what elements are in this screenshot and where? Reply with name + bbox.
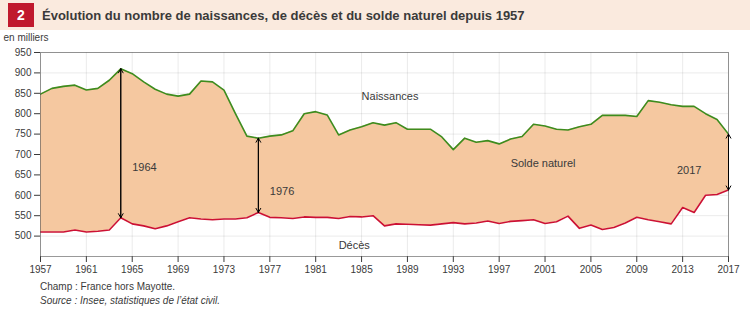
svg-text:550: 550 xyxy=(15,210,32,221)
svg-text:2005: 2005 xyxy=(580,264,603,275)
svg-text:1985: 1985 xyxy=(350,264,373,275)
svg-text:1981: 1981 xyxy=(305,264,328,275)
svg-text:1964: 1964 xyxy=(132,161,156,173)
svg-text:1989: 1989 xyxy=(396,264,419,275)
svg-text:en milliers: en milliers xyxy=(4,32,49,43)
svg-text:1993: 1993 xyxy=(442,264,465,275)
svg-text:1969: 1969 xyxy=(167,264,190,275)
html-text:Source : Insee, statistiques d: Source : Insee, statistiques de l’état c… xyxy=(40,295,221,306)
svg-text:2009: 2009 xyxy=(626,264,649,275)
svg-text:1965: 1965 xyxy=(121,264,144,275)
svg-text:2017: 2017 xyxy=(677,164,701,176)
svg-text:850: 850 xyxy=(15,88,32,99)
svg-text:2017: 2017 xyxy=(717,264,740,275)
html-text:Évolution du nombre de naissan: Évolution du nombre de naissances, de dé… xyxy=(42,7,525,23)
svg-text:Décès: Décès xyxy=(339,239,371,251)
svg-text:1973: 1973 xyxy=(213,264,236,275)
html-text:2: 2 xyxy=(17,7,25,23)
svg-text:800: 800 xyxy=(15,108,32,119)
svg-text:1961: 1961 xyxy=(75,264,98,275)
html-text:Champ : France hors Mayotte.: Champ : France hors Mayotte. xyxy=(40,281,176,292)
svg-text:650: 650 xyxy=(15,169,32,180)
svg-text:1977: 1977 xyxy=(259,264,282,275)
svg-text:Solde naturel: Solde naturel xyxy=(511,157,576,169)
svg-text:1976: 1976 xyxy=(270,185,294,197)
svg-text:2001: 2001 xyxy=(534,264,557,275)
svg-text:1957: 1957 xyxy=(29,264,52,275)
svg-text:500: 500 xyxy=(15,230,32,241)
svg-text:750: 750 xyxy=(15,128,32,139)
svg-text:Naissances: Naissances xyxy=(362,90,419,102)
svg-text:2013: 2013 xyxy=(672,264,695,275)
svg-text:700: 700 xyxy=(15,149,32,160)
svg-text:900: 900 xyxy=(15,67,32,78)
svg-text:950: 950 xyxy=(15,47,32,58)
svg-text:1997: 1997 xyxy=(488,264,511,275)
svg-text:600: 600 xyxy=(15,190,32,201)
